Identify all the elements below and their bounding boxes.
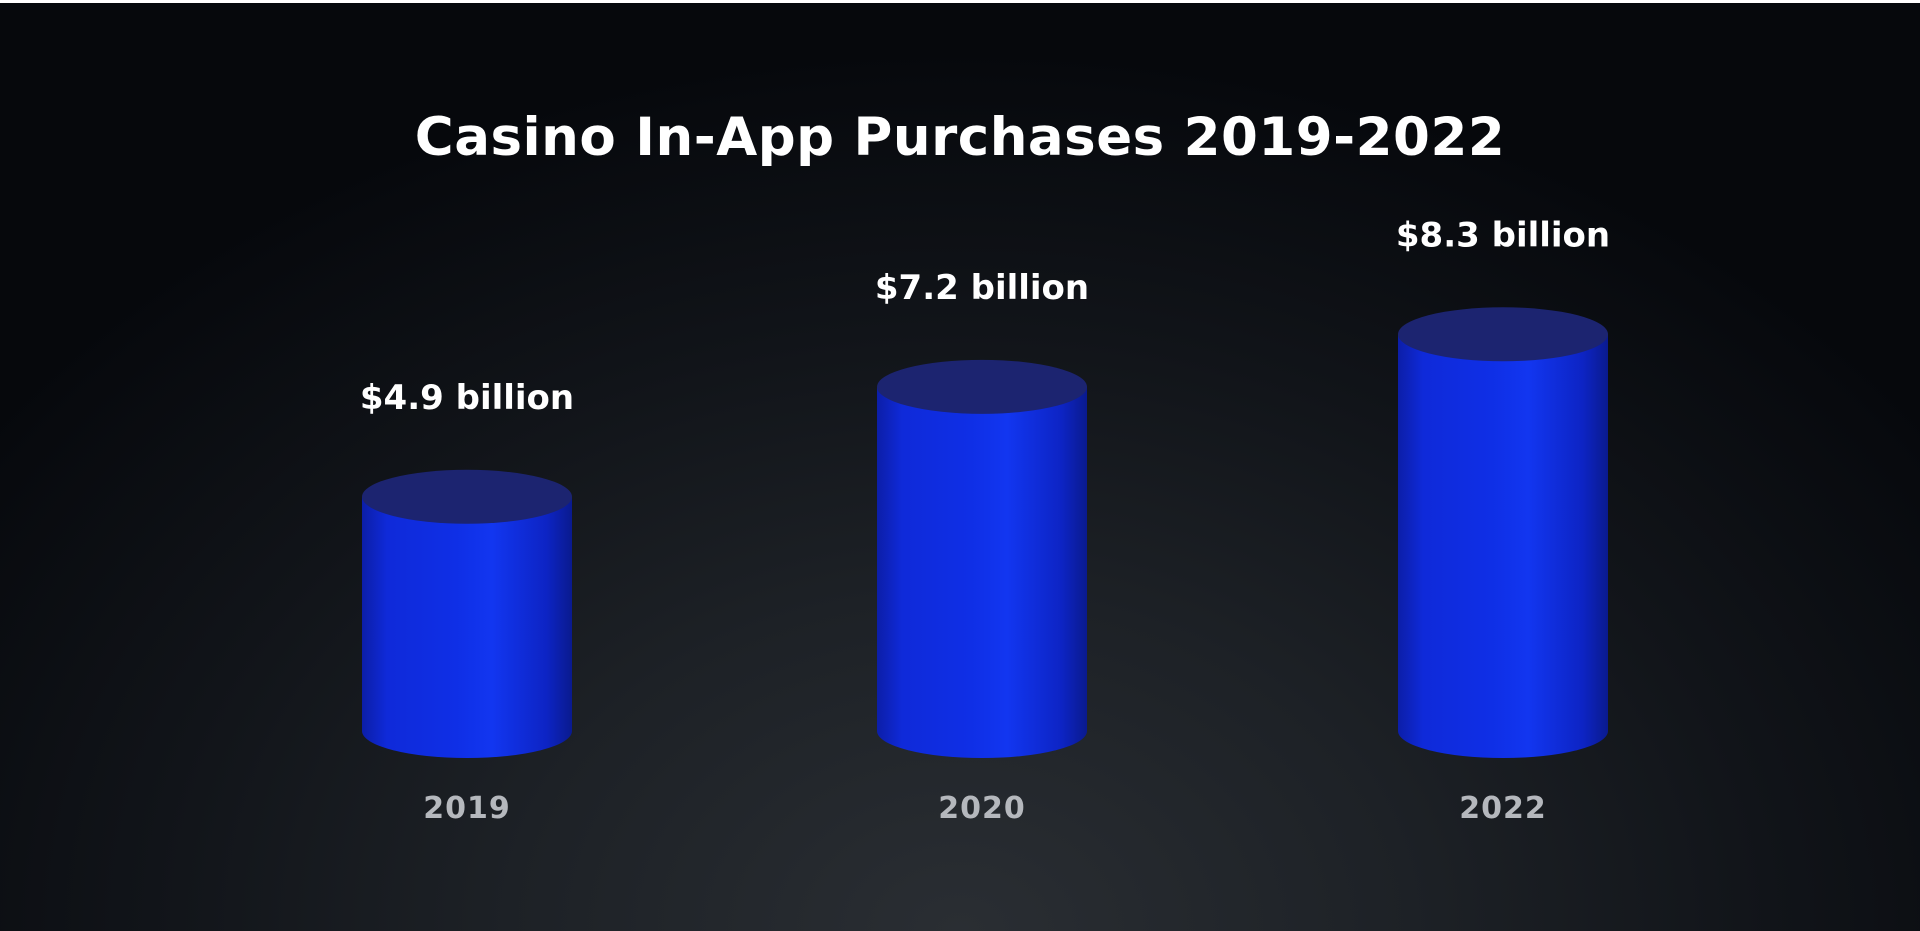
bar-top-2019	[362, 469, 572, 524]
bar-2020: $7.2 billion 2020	[875, 268, 1089, 826]
bar-body-2019	[362, 496, 572, 758]
category-label-2019: 2019	[423, 791, 511, 826]
bar-2019: $4.9 billion 2019	[360, 378, 574, 826]
chart-title: Casino In-App Purchases 2019-2022	[414, 107, 1506, 168]
category-label-2020: 2020	[938, 791, 1026, 826]
value-label-2019: $4.9 billion	[360, 378, 574, 418]
value-label-2020: $7.2 billion	[875, 268, 1089, 308]
category-label-2022: 2022	[1459, 791, 1547, 826]
top-border-line	[0, 0, 1920, 3]
bars-layer: $4.9 billion 2019 $7.2 billion 2020 $8.3 bil…	[360, 215, 1610, 826]
bar-body-2020	[877, 386, 1087, 758]
bar-body-2022	[1398, 334, 1608, 758]
bar-top-2020	[877, 359, 1087, 414]
bar-top-2022	[1398, 307, 1608, 362]
bar-2022: $8.3 billion 2022	[1396, 215, 1610, 826]
value-label-2022: $8.3 billion	[1396, 215, 1610, 255]
